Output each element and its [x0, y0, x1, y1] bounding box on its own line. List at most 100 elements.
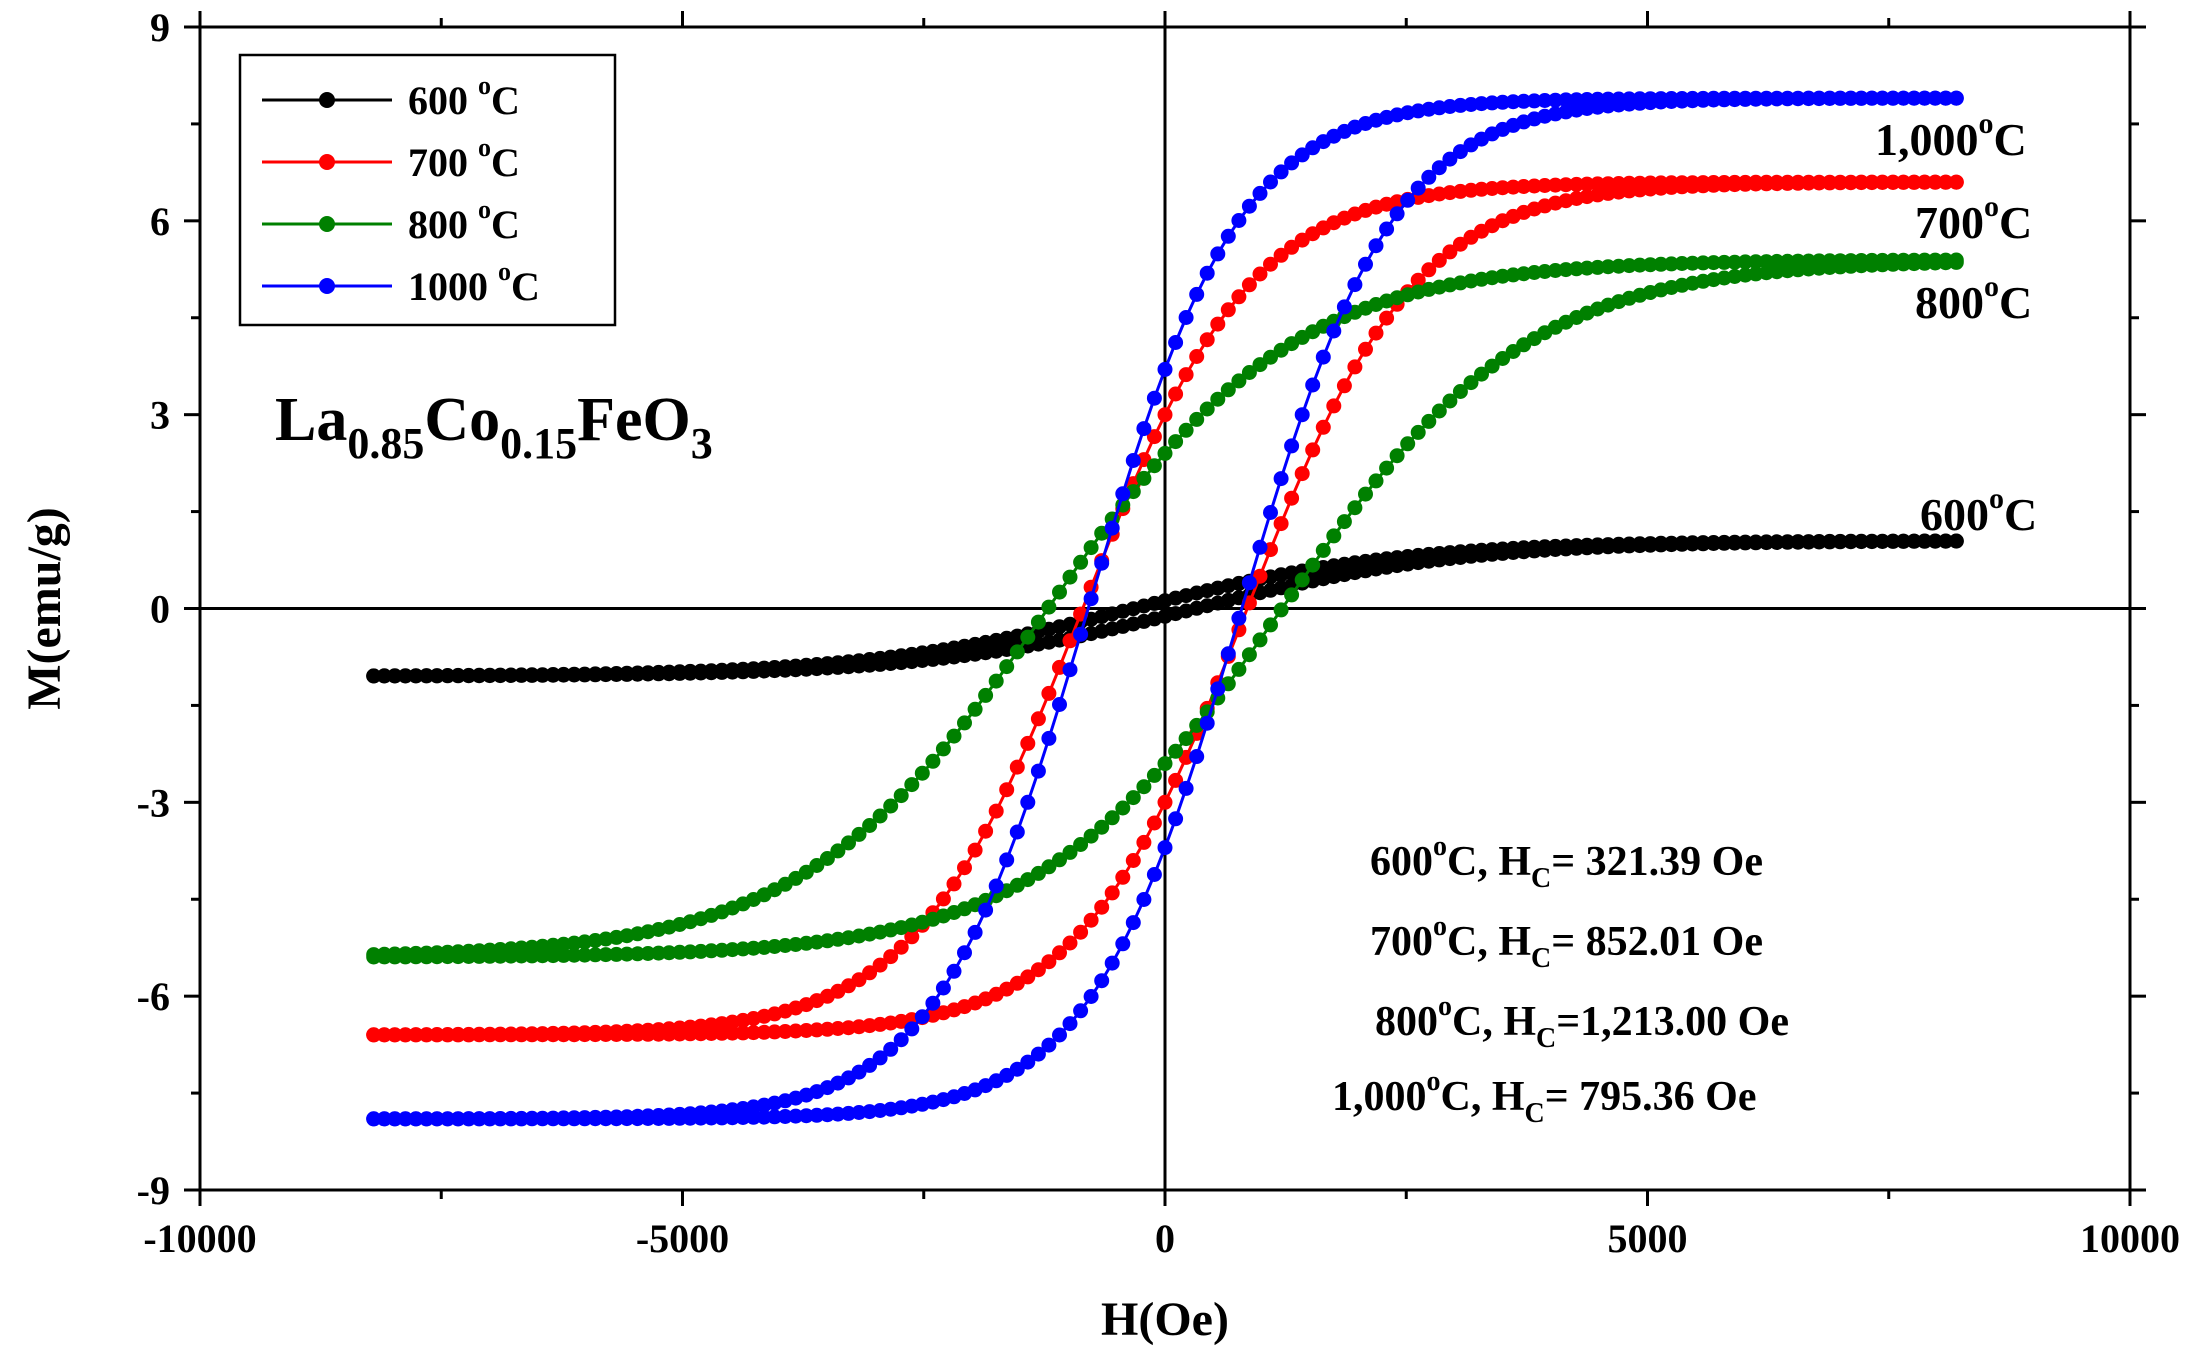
data-point [1442, 244, 1458, 260]
hc-annotation: 700oC, HC= 852.01 Oe [1370, 911, 1763, 974]
data-point [1168, 772, 1184, 788]
legend-label-sup: o [478, 133, 491, 162]
data-point [914, 765, 930, 781]
data-point [1379, 221, 1395, 237]
data-point [1104, 520, 1120, 536]
data-point [1178, 780, 1194, 796]
data-point [946, 876, 962, 892]
data-point [1284, 438, 1300, 454]
data-point [1136, 470, 1152, 486]
formula-part: Co [424, 386, 500, 454]
legend-label-tail: C [491, 78, 520, 123]
data-point [1178, 422, 1194, 438]
data-point [1146, 390, 1162, 406]
data-point [1358, 486, 1373, 502]
data-point [1041, 1037, 1057, 1053]
legend-label-main: 1000 [408, 264, 498, 309]
legend-label-main: 600 [408, 78, 478, 123]
data-point [1431, 403, 1447, 419]
data-point [1263, 256, 1278, 272]
data-point [1199, 401, 1215, 417]
data-point [1136, 892, 1152, 907]
data-point [1115, 800, 1131, 816]
data-point [1358, 341, 1373, 357]
annot-temp: 700 [1370, 919, 1433, 965]
data-point [935, 891, 951, 907]
data-point [1210, 246, 1226, 262]
data-point [1347, 359, 1363, 375]
data-point [830, 843, 846, 859]
data-point [1052, 697, 1067, 712]
curve-label-700: 700oC [1915, 190, 2032, 248]
data-point [1948, 174, 1964, 190]
series-1000-C [366, 90, 1964, 1127]
data-point [1389, 448, 1405, 464]
data-point [1030, 1046, 1046, 1062]
x-tick-label: -5000 [636, 1216, 729, 1261]
data-point [1305, 377, 1321, 393]
data-point [1199, 715, 1215, 731]
data-point [872, 1050, 888, 1066]
annot-value: = 321.39 Oe [1551, 839, 1763, 885]
y-tick-label: 9 [150, 5, 170, 50]
data-point [1094, 899, 1110, 915]
data-point [1252, 632, 1268, 648]
data-point [1948, 533, 1964, 549]
x-tick-label: 0 [1155, 1216, 1175, 1261]
data-point [1210, 316, 1226, 332]
data-point [1263, 349, 1278, 365]
data-point [1273, 471, 1289, 487]
data-point [1083, 828, 1099, 844]
y-tick-label: -9 [137, 1168, 170, 1213]
data-point [1178, 731, 1194, 747]
data-point [1379, 460, 1395, 476]
legend-marker [319, 278, 335, 294]
data-point [967, 842, 983, 858]
data-point [1009, 1061, 1025, 1077]
data-point [1241, 198, 1257, 214]
data-point [1241, 365, 1257, 380]
data-point [1062, 1016, 1078, 1032]
data-point [1094, 973, 1110, 989]
data-point [904, 1021, 920, 1037]
annot-sub: C [1525, 1098, 1545, 1129]
data-point [1073, 626, 1089, 642]
data-point [1220, 646, 1236, 662]
data-point [1294, 466, 1310, 482]
data-point [1452, 384, 1468, 399]
data-point [1252, 266, 1268, 282]
data-point [1052, 584, 1067, 600]
data-point [1030, 962, 1046, 978]
data-point [1252, 357, 1268, 373]
data-point [1948, 254, 1964, 270]
data-point [1094, 819, 1110, 835]
data-point [1948, 90, 1964, 106]
data-point [862, 1057, 878, 1073]
data-point [957, 945, 972, 961]
data-point [1284, 587, 1300, 603]
data-point [1495, 351, 1511, 366]
data-point [967, 924, 983, 940]
legend-item: 700 oC [262, 133, 520, 185]
data-point [1146, 815, 1162, 831]
hc-annotation: 600oC, HC= 321.39 Oe [1370, 831, 1763, 894]
data-point [1189, 286, 1205, 302]
data-point [1041, 599, 1057, 615]
annot-temp: 800 [1375, 999, 1438, 1045]
data-point [1252, 539, 1268, 555]
data-point [999, 659, 1015, 675]
hc-annotation: 800oC, HC=1,213.00 Oe [1375, 991, 1789, 1054]
data-point [1189, 411, 1205, 427]
data-point [1146, 458, 1162, 474]
data-point [1305, 442, 1321, 458]
data-point [1326, 528, 1342, 544]
data-point [1157, 361, 1173, 377]
data-point [1136, 779, 1152, 795]
legend-label: 600 oC [408, 71, 520, 123]
data-point [1263, 174, 1278, 190]
data-point [904, 777, 920, 793]
data-point [999, 782, 1015, 798]
data-point [862, 965, 878, 981]
data-point [1474, 366, 1489, 382]
annot-value: = 795.36 Oe [1545, 1074, 1757, 1120]
